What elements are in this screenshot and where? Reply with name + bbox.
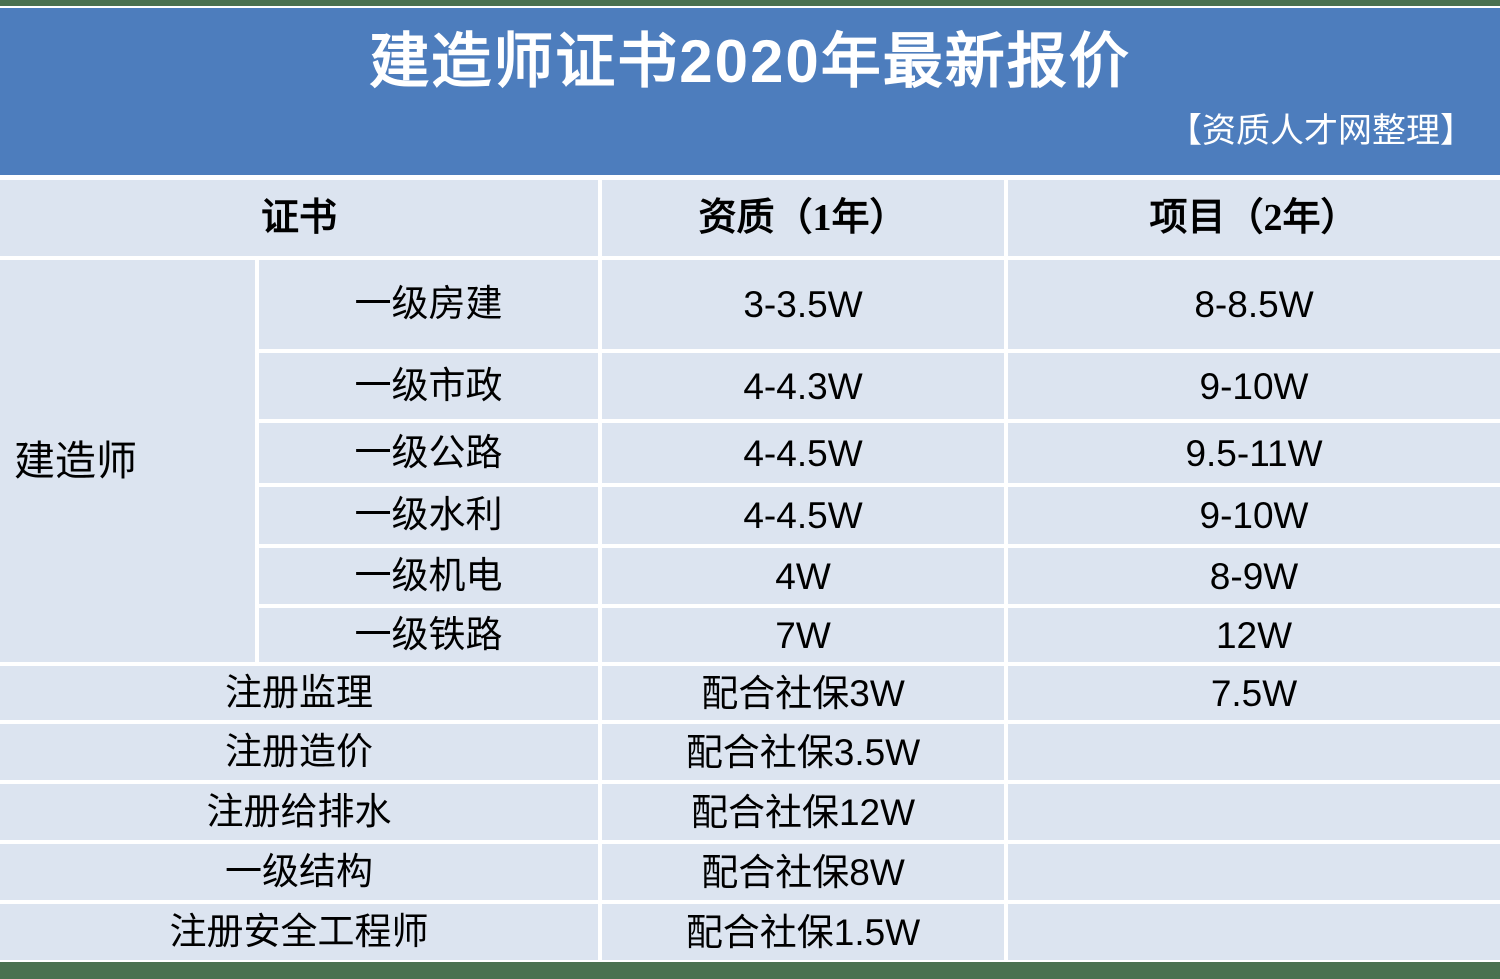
credit-note: 【资质人才网整理】 xyxy=(1168,113,1474,150)
qualification-price: 配合社保12W xyxy=(602,784,1004,840)
qualification-price: 4-4.3W xyxy=(602,353,1004,419)
project-price: 12W xyxy=(1008,608,1500,662)
project-price-empty xyxy=(1008,904,1500,960)
project-price: 9.5-11W xyxy=(1008,423,1500,483)
cert-name: 注册给排水 xyxy=(0,784,598,840)
cert-name: 一级结构 xyxy=(0,844,598,900)
project-price: 9-10W xyxy=(1008,353,1500,419)
qualification-price: 4W xyxy=(602,548,1004,604)
bottom-green-strip xyxy=(0,962,1500,979)
qualification-price: 配合社保3W xyxy=(602,666,1004,720)
qualification-price: 4-4.5W xyxy=(602,423,1004,483)
cert-name: 注册监理 xyxy=(0,666,598,720)
header-certificate: 证书 xyxy=(0,180,598,256)
project-price-empty xyxy=(1008,724,1500,780)
cert-name: 注册安全工程师 xyxy=(0,904,598,960)
qualification-price: 配合社保3.5W xyxy=(602,724,1004,780)
cert-name: 一级房建 xyxy=(259,260,598,349)
group-label-builder: 建造师 xyxy=(0,260,255,662)
project-price-empty xyxy=(1008,784,1500,840)
cert-name: 一级公路 xyxy=(259,423,598,483)
project-price: 7.5W xyxy=(1008,666,1500,720)
header-project: 项目（2年） xyxy=(1008,180,1500,256)
project-price: 8-9W xyxy=(1008,548,1500,604)
qualification-price: 配合社保1.5W xyxy=(602,904,1004,960)
project-price: 8-8.5W xyxy=(1008,260,1500,349)
page-title: 建造师证书2020年最新报价 xyxy=(369,28,1131,95)
cert-name: 一级水利 xyxy=(259,487,598,544)
header-qualification: 资质（1年） xyxy=(602,180,1004,256)
qualification-price: 4-4.5W xyxy=(602,487,1004,544)
qualification-price: 7W xyxy=(602,608,1004,662)
project-price: 9-10W xyxy=(1008,487,1500,544)
cert-name: 一级铁路 xyxy=(259,608,598,662)
cert-name: 注册造价 xyxy=(0,724,598,780)
top-green-strip xyxy=(0,0,1500,6)
cert-name: 一级机电 xyxy=(259,548,598,604)
pricing-table: 证书 资质（1年） 项目（2年） 建造师 一级房建 3-3.5W 8-8.5W … xyxy=(0,180,1500,960)
cert-name: 一级市政 xyxy=(259,353,598,419)
title-banner: 建造师证书2020年最新报价 【资质人才网整理】 xyxy=(0,8,1500,175)
qualification-price: 3-3.5W xyxy=(602,260,1004,349)
qualification-price: 配合社保8W xyxy=(602,844,1004,900)
project-price-empty xyxy=(1008,844,1500,900)
